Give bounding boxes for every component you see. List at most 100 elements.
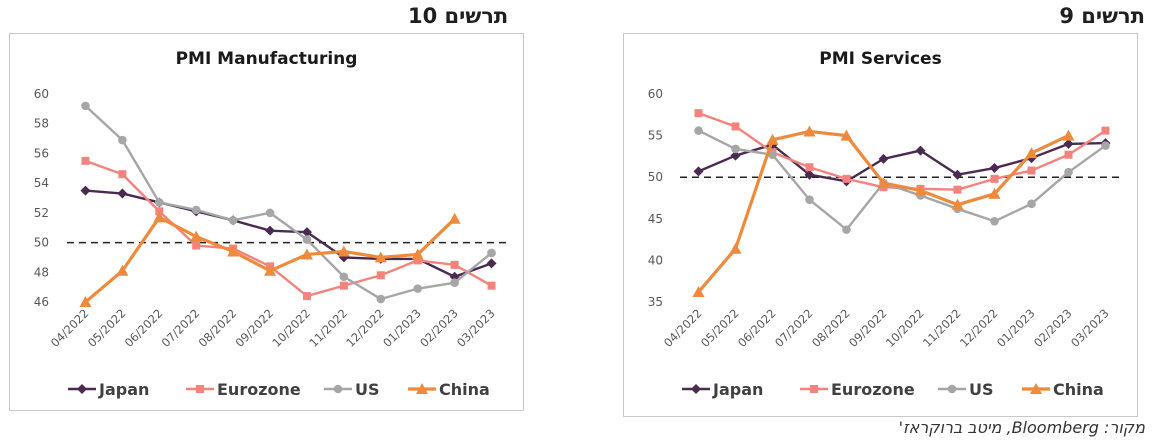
- data-point-japan: [486, 258, 497, 269]
- series-us: [81, 101, 496, 304]
- data-point-us: [1064, 167, 1073, 177]
- legend-item-us: US: [938, 380, 994, 399]
- data-point-eurozone: [731, 122, 740, 131]
- data-point-china: [803, 125, 816, 137]
- legend-swatch-marker: [691, 384, 701, 394]
- chart-manufacturing: PMI Manufacturing 46 48 50 52 54 56 58 60 04/2022…: [9, 33, 524, 411]
- x-tick-label: 01/2023: [380, 306, 424, 350]
- data-point-us: [842, 225, 851, 234]
- x-tick-label: 04/2022: [48, 306, 92, 350]
- data-point-japan: [878, 153, 889, 164]
- data-point-us: [768, 150, 777, 160]
- x-tick-label: 10/2022: [883, 306, 927, 350]
- chart-title: PMI Services: [819, 49, 941, 69]
- data-point-china: [116, 264, 129, 276]
- data-point-eurozone: [805, 163, 814, 172]
- chart-services-svg: PMI Services 35 40 45 50 55 60 04/202205/202206…: [648, 49, 1124, 399]
- data-point-japan: [915, 145, 926, 156]
- legend-item-japan: Japan: [68, 380, 149, 399]
- data-point-china: [951, 198, 964, 210]
- data-point-china: [374, 251, 387, 263]
- legend-item-eurozone: Eurozone: [800, 380, 915, 399]
- x-tick-label: 08/2022: [809, 306, 853, 350]
- y-tick-label: 60: [648, 87, 663, 101]
- y-tick-label: 48: [34, 265, 49, 279]
- data-point-us: [805, 195, 814, 204]
- data-point-us: [228, 215, 238, 225]
- chart-manufacturing-svg: PMI Manufacturing 46 48 50 52 54 56 58 60 04/2022…: [34, 49, 510, 399]
- legend-item-eurozone: Eurozone: [186, 380, 301, 399]
- x-tick-label: 02/2023: [417, 306, 461, 350]
- x-tick-label: 11/2022: [306, 306, 350, 350]
- data-point-us: [731, 144, 740, 154]
- data-point-us: [694, 126, 703, 135]
- series-china: [692, 125, 1075, 298]
- data-point-eurozone: [376, 271, 385, 280]
- source-note: מקור: Bloomberg, מיטב ברוקראז': [898, 418, 1145, 437]
- data-point-china: [448, 212, 461, 224]
- legend-swatch-marker: [196, 385, 204, 393]
- data-point-china: [988, 187, 1001, 199]
- figure-label-10: תרשים 10: [408, 4, 509, 28]
- legend-item-china: China: [1022, 380, 1104, 399]
- legend-swatch-marker: [947, 384, 957, 394]
- x-tick-label: 03/2023: [1068, 306, 1112, 350]
- data-point-eurozone: [487, 281, 496, 290]
- data-point-eurozone: [1064, 150, 1073, 159]
- data-point-eurozone: [81, 156, 90, 165]
- data-point-eurozone: [953, 185, 962, 194]
- series-china: [79, 211, 461, 307]
- data-point-eurozone: [192, 241, 201, 250]
- y-tick-label: 46: [34, 295, 49, 309]
- data-point-eurozone: [302, 292, 311, 301]
- data-point-japan: [730, 150, 741, 161]
- legend-swatch-marker: [333, 384, 343, 394]
- legend-label: US: [969, 380, 994, 399]
- data-point-japan: [693, 166, 704, 177]
- legend-label: China: [1053, 380, 1104, 399]
- data-point-china: [840, 129, 853, 141]
- data-point-china: [877, 177, 890, 189]
- x-tick-label: 05/2022: [698, 306, 742, 350]
- legend-label: US: [355, 380, 380, 399]
- data-point-eurozone: [118, 170, 127, 179]
- data-point-us: [154, 198, 164, 207]
- y-tick-label: 40: [648, 253, 663, 267]
- data-point-japan: [117, 188, 128, 199]
- y-tick-label: 50: [34, 236, 49, 250]
- series-eurozone: [81, 156, 496, 301]
- data-point-eurozone: [450, 260, 459, 269]
- data-point-china: [729, 242, 742, 254]
- y-tick-label: 56: [34, 146, 49, 160]
- x-tick-label: 07/2022: [772, 306, 816, 350]
- data-point-us: [450, 278, 459, 287]
- data-point-japan: [952, 169, 963, 180]
- data-point-us: [81, 101, 90, 111]
- x-tick-label: 02/2023: [1031, 306, 1075, 350]
- legend-label: Eurozone: [831, 380, 915, 399]
- x-tick-label: 06/2022: [122, 306, 166, 350]
- data-point-japan: [80, 185, 91, 196]
- legend-label: Eurozone: [217, 380, 301, 399]
- series-japan: [80, 185, 497, 282]
- data-point-eurozone: [990, 174, 999, 183]
- data-point-us: [1101, 141, 1110, 150]
- data-point-china: [264, 264, 277, 276]
- data-point-china: [1025, 147, 1038, 159]
- data-point-eurozone: [1027, 166, 1036, 175]
- data-point-us: [990, 216, 999, 226]
- data-point-japan: [1063, 138, 1074, 149]
- data-point-china: [692, 286, 705, 298]
- data-point-us: [413, 284, 423, 293]
- data-point-us: [487, 248, 496, 258]
- data-point-us: [265, 208, 275, 218]
- y-tick-label: 54: [34, 176, 49, 190]
- data-point-japan: [804, 169, 815, 180]
- legend-label: China: [439, 380, 490, 399]
- x-tick-label: 06/2022: [735, 306, 779, 350]
- data-point-china: [914, 184, 927, 196]
- legend-label: Japan: [712, 380, 763, 399]
- y-tick-label: 45: [648, 212, 663, 226]
- data-point-japan: [989, 163, 1000, 174]
- legend-label: Japan: [98, 380, 149, 399]
